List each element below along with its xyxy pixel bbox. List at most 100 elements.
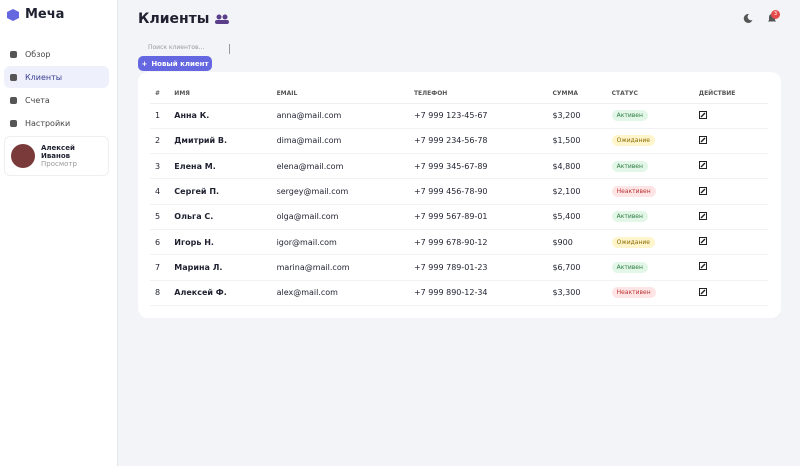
clients-card: # ИМЯ EMAIL ТЕЛЕФОН СУММА СТАТУС ДЕЙСТВИЕ 1 Анна… (138, 72, 781, 318)
action-cell (693, 229, 768, 256)
table-cell: olga@mail.com (271, 204, 409, 230)
table-cell: Неактивен (606, 280, 694, 306)
table-cell: Марина Л. (169, 254, 272, 281)
table-cell: +7 999 567-89-01 (408, 204, 548, 230)
edit-icon[interactable] (698, 186, 707, 195)
cell-text: Дмитрий В. (174, 136, 228, 146)
table-cell: Активен (606, 204, 694, 230)
cell-text: Игорь Н. (174, 237, 214, 247)
search-placeholder: Поиск клиентов... (148, 44, 205, 51)
cell-text: Марина Л. (174, 262, 223, 272)
nav-item[interactable]: Счета (4, 89, 109, 111)
action-cell (693, 254, 768, 281)
action-cell (693, 204, 768, 230)
table-row: 3 Елена М. elena@mail.com +7 999 345-67-89 $… (150, 153, 768, 180)
cell-text: +7 999 456-78-90 (413, 187, 488, 197)
table-cell: +7 999 234-56-78 (408, 128, 548, 155)
cell-text: +7 999 345-67-89 (413, 161, 488, 171)
table-cell: +7 999 789-01-23 (408, 254, 548, 281)
edit-icon[interactable] (698, 287, 707, 296)
edit-icon[interactable] (698, 135, 707, 144)
cell-text: Алексей Ф. (174, 288, 227, 298)
table-row: 7 Марина Л. marina@mail.com +7 999 789-01-2… (150, 254, 768, 281)
status-pill: Ожидание (611, 135, 655, 147)
table-cell: Ольга С. (169, 204, 272, 230)
logo-text: Меча (25, 7, 65, 22)
page-title: Клиенты (138, 11, 230, 27)
cell-text: $6,700 (552, 262, 581, 272)
nav-item[interactable]: Клиенты (4, 66, 109, 88)
table-cell: Ожидание (606, 128, 694, 155)
nav-label: Клиенты (25, 72, 63, 82)
edit-icon[interactable] (698, 237, 707, 246)
table-cell: Активен (606, 153, 694, 180)
search-input[interactable]: Поиск клиентов... (138, 44, 230, 54)
cell-text: $1,500 (552, 136, 581, 146)
edit-icon[interactable] (698, 262, 707, 271)
edit-icon[interactable] (698, 161, 707, 170)
table-row: 6 Игорь Н. igor@mail.com +7 999 678-90-12 $9… (150, 229, 768, 256)
cell-text: 6 (155, 237, 161, 247)
status-pill: Активен (611, 110, 648, 122)
cell-text: igor@mail.com (276, 237, 337, 247)
table-cell: $900 (547, 229, 607, 256)
table-cell: $4,800 (547, 153, 607, 180)
table-cell: $6,700 (547, 254, 607, 281)
edit-icon[interactable] (698, 211, 707, 220)
table-cell: +7 999 678-90-12 (408, 229, 548, 256)
nav-item[interactable]: Обзор (4, 43, 109, 65)
new-client-button[interactable]: + Новый клиент (138, 56, 212, 71)
user-card[interactable]: Алексей Иванов Просмотр (4, 136, 109, 176)
edit-icon[interactable] (698, 110, 707, 119)
nav-item[interactable]: Настройки (4, 112, 109, 134)
cell-text: $4,800 (552, 161, 581, 171)
table-row: 1 Анна К. anna@mail.com +7 999 123-45-67 $3,… (150, 103, 768, 129)
table-cell: marina@mail.com (271, 254, 409, 281)
nav-label: Счета (25, 95, 50, 105)
table-cell: Анна К. (169, 103, 272, 129)
column-header: # (150, 84, 170, 104)
notification-badge: 3 (771, 10, 780, 19)
user-subtitle: Просмотр (41, 160, 77, 168)
cell-text: 3 (155, 161, 161, 171)
table-cell: Игорь Н. (169, 229, 272, 256)
cell-text: $3,300 (552, 288, 581, 298)
nav-icon (10, 96, 17, 104)
action-cell (693, 280, 768, 306)
column-header: EMAIL (271, 84, 409, 104)
table-cell: Дмитрий В. (169, 128, 272, 155)
cell-text: 7 (155, 262, 161, 272)
avatar (11, 144, 35, 168)
nav-icon (10, 73, 17, 81)
table-cell: $2,100 (547, 178, 607, 205)
cell-text: 1 (155, 111, 161, 121)
cell-text: anna@mail.com (276, 111, 342, 121)
title-text: Клиенты (138, 11, 210, 27)
cell-text: Елена М. (174, 161, 216, 171)
table-cell: $1,500 (547, 128, 607, 155)
cell-text: marina@mail.com (276, 262, 350, 272)
theme-toggle[interactable] (743, 13, 753, 23)
table-cell: anna@mail.com (271, 103, 409, 129)
table-cell: sergey@mail.com (271, 178, 409, 205)
cell-text: alex@mail.com (276, 288, 338, 298)
status-pill: Активен (611, 160, 648, 172)
cell-text: +7 999 123-45-67 (413, 111, 488, 121)
cell-text: +7 999 234-56-78 (413, 136, 488, 146)
user-name: Алексей Иванов (41, 144, 75, 160)
table-cell: dima@mail.com (271, 128, 409, 155)
table-cell: Активен (606, 103, 694, 129)
button-label: Новый клиент (151, 59, 209, 68)
table-cell: $3,300 (547, 280, 607, 306)
table-cell: $3,200 (547, 103, 607, 129)
table-cell: +7 999 123-45-67 (408, 103, 548, 129)
table-cell: 6 (150, 229, 170, 256)
table-cell: $5,400 (547, 204, 607, 230)
cell-text: +7 999 678-90-12 (413, 237, 488, 247)
table-cell: 5 (150, 204, 170, 230)
column-header: ИМЯ (169, 84, 272, 104)
cell-text: Анна К. (174, 111, 210, 121)
table-cell: elena@mail.com (271, 153, 409, 180)
table-cell: Сергей П. (169, 178, 272, 205)
table-cell: 1 (150, 103, 170, 129)
